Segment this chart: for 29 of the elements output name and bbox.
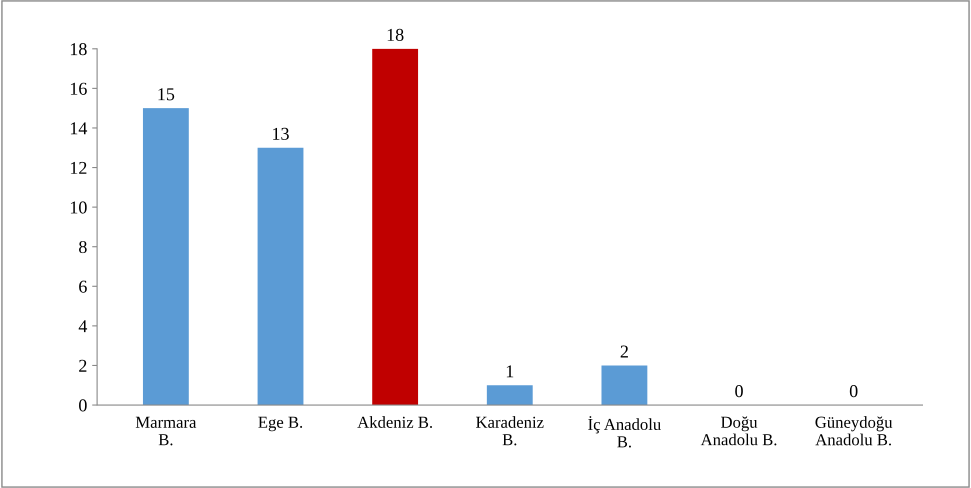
bar xyxy=(142,108,189,406)
y-tick-label: 4 xyxy=(78,320,88,332)
data-label: 0 xyxy=(850,385,858,398)
bar xyxy=(372,48,418,406)
y-tick-label: 0 xyxy=(79,399,87,412)
data-label: 0 xyxy=(735,385,743,398)
y-tick-label: 10 xyxy=(70,201,87,214)
x-tick-label: Ege B. xyxy=(258,416,302,432)
y-tick-label: 8 xyxy=(79,240,87,254)
x-tick-label: Güneydoğu Anadolu B. xyxy=(815,416,892,446)
y-tick-label: 12 xyxy=(70,162,86,174)
bar xyxy=(601,365,648,406)
y-tick-label: 6 xyxy=(79,280,87,293)
bar xyxy=(486,385,533,406)
y-tick-label: 2 xyxy=(79,360,86,372)
y-tick-label: 18 xyxy=(70,43,87,56)
data-label: 13 xyxy=(273,128,289,140)
x-tick-label: Karadeniz B. xyxy=(476,416,544,446)
bar xyxy=(258,148,304,406)
y-tick-label: 14 xyxy=(70,122,88,134)
data-label: 15 xyxy=(158,88,174,100)
y-tick-label: 16 xyxy=(70,82,87,95)
data-label: 2 xyxy=(620,345,628,358)
data-label: 18 xyxy=(388,28,404,41)
x-tick-label: Akdeniz B. xyxy=(357,416,432,428)
data-label: 1 xyxy=(506,365,514,378)
x-tick-label: Marmara B. xyxy=(136,416,196,446)
x-tick-label: İç Anadolu B. xyxy=(588,416,661,448)
x-tick-label: Doğu Anadolu B. xyxy=(700,416,776,446)
